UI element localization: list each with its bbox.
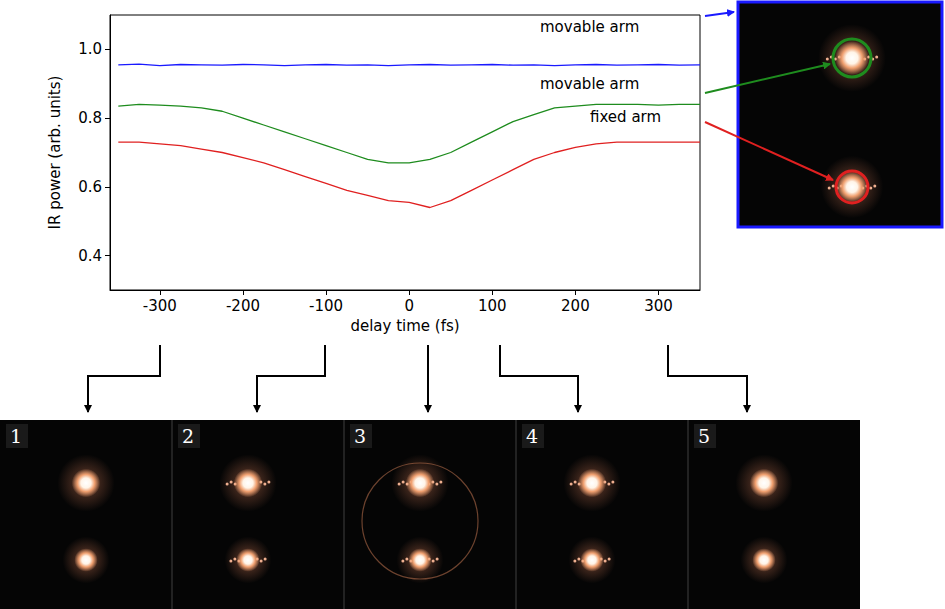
svg-text:movable arm: movable arm (540, 18, 639, 36)
svg-text:IR power (arb. units): IR power (arb. units) (46, 76, 64, 230)
svg-text:0.4: 0.4 (78, 247, 102, 265)
svg-text:4: 4 (526, 425, 538, 447)
svg-text:movable arm: movable arm (540, 75, 639, 93)
svg-text:0: 0 (404, 297, 414, 315)
svg-text:-300: -300 (143, 297, 177, 315)
svg-text:0.6: 0.6 (78, 178, 102, 196)
svg-text:fixed arm: fixed arm (590, 108, 661, 126)
svg-text:-100: -100 (309, 297, 343, 315)
svg-text:200: 200 (561, 297, 590, 315)
svg-text:300: 300 (644, 297, 673, 315)
svg-text:1.0: 1.0 (78, 40, 102, 58)
svg-text:-200: -200 (226, 297, 260, 315)
svg-text:100: 100 (478, 297, 507, 315)
svg-text:5: 5 (698, 425, 710, 447)
svg-text:delay time (fs): delay time (fs) (350, 317, 459, 335)
svg-text:2: 2 (182, 425, 194, 447)
svg-text:1: 1 (10, 425, 22, 447)
svg-text:3: 3 (354, 425, 366, 447)
svg-text:0.8: 0.8 (78, 109, 102, 127)
